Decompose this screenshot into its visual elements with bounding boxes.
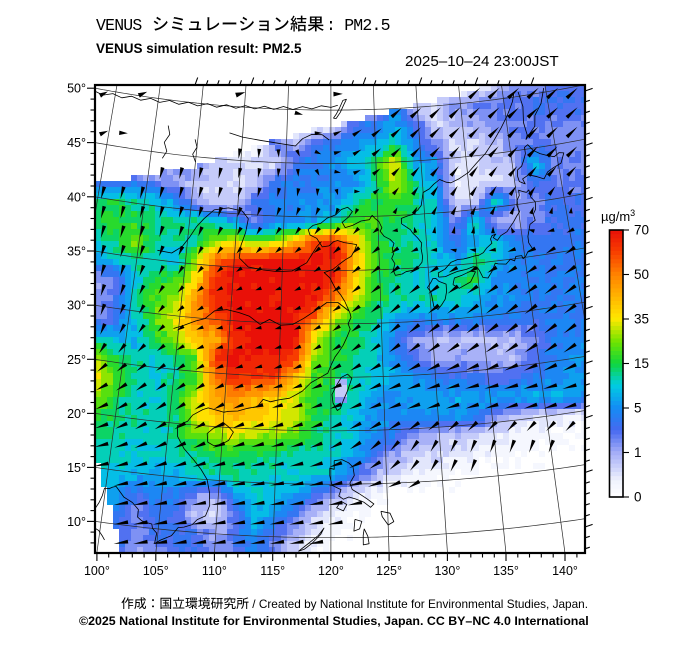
svg-text:50°: 50° xyxy=(67,82,86,96)
svg-text:15°: 15° xyxy=(67,461,86,475)
svg-text:35°: 35° xyxy=(67,245,86,259)
svg-text:140°: 140° xyxy=(552,564,578,578)
svg-text:135°: 135° xyxy=(493,564,519,578)
svg-text:105°: 105° xyxy=(143,564,169,578)
svg-text:/ Created by National Institut: / Created by National Institute for Envi… xyxy=(249,597,588,611)
svg-text:30°: 30° xyxy=(67,299,86,313)
svg-text:VENUS simulation result: PM2.5: VENUS simulation result: PM2.5 xyxy=(96,41,302,56)
svg-text:©2025 National Institute for E: ©2025 National Institute for Environment… xyxy=(79,614,589,628)
svg-text:5: 5 xyxy=(634,401,642,416)
svg-text:µg/m3: µg/m3 xyxy=(601,208,635,224)
svg-text:1: 1 xyxy=(634,445,642,460)
svg-text:VENUS: VENUS xyxy=(96,16,142,35)
svg-text:120°: 120° xyxy=(318,564,344,578)
svg-text:115°: 115° xyxy=(260,564,285,578)
svg-text:35: 35 xyxy=(634,312,649,327)
svg-text:100°: 100° xyxy=(84,564,110,578)
svg-text:40°: 40° xyxy=(67,190,86,204)
svg-text:15: 15 xyxy=(634,356,649,371)
svg-text:70: 70 xyxy=(634,223,649,238)
svg-text:45°: 45° xyxy=(67,136,86,150)
svg-text:10°: 10° xyxy=(67,515,86,529)
svg-text:0: 0 xyxy=(634,490,642,505)
svg-text:125°: 125° xyxy=(376,564,402,578)
svg-text:110°: 110° xyxy=(202,564,227,578)
svg-text:2025–10–24 23:00JST: 2025–10–24 23:00JST xyxy=(405,53,559,70)
svg-text:130°: 130° xyxy=(434,564,460,578)
svg-text:: PM2.5: : PM2.5 xyxy=(326,16,390,35)
svg-text:50: 50 xyxy=(634,267,649,282)
svg-text:20°: 20° xyxy=(67,407,86,421)
svg-text:25°: 25° xyxy=(67,353,86,367)
